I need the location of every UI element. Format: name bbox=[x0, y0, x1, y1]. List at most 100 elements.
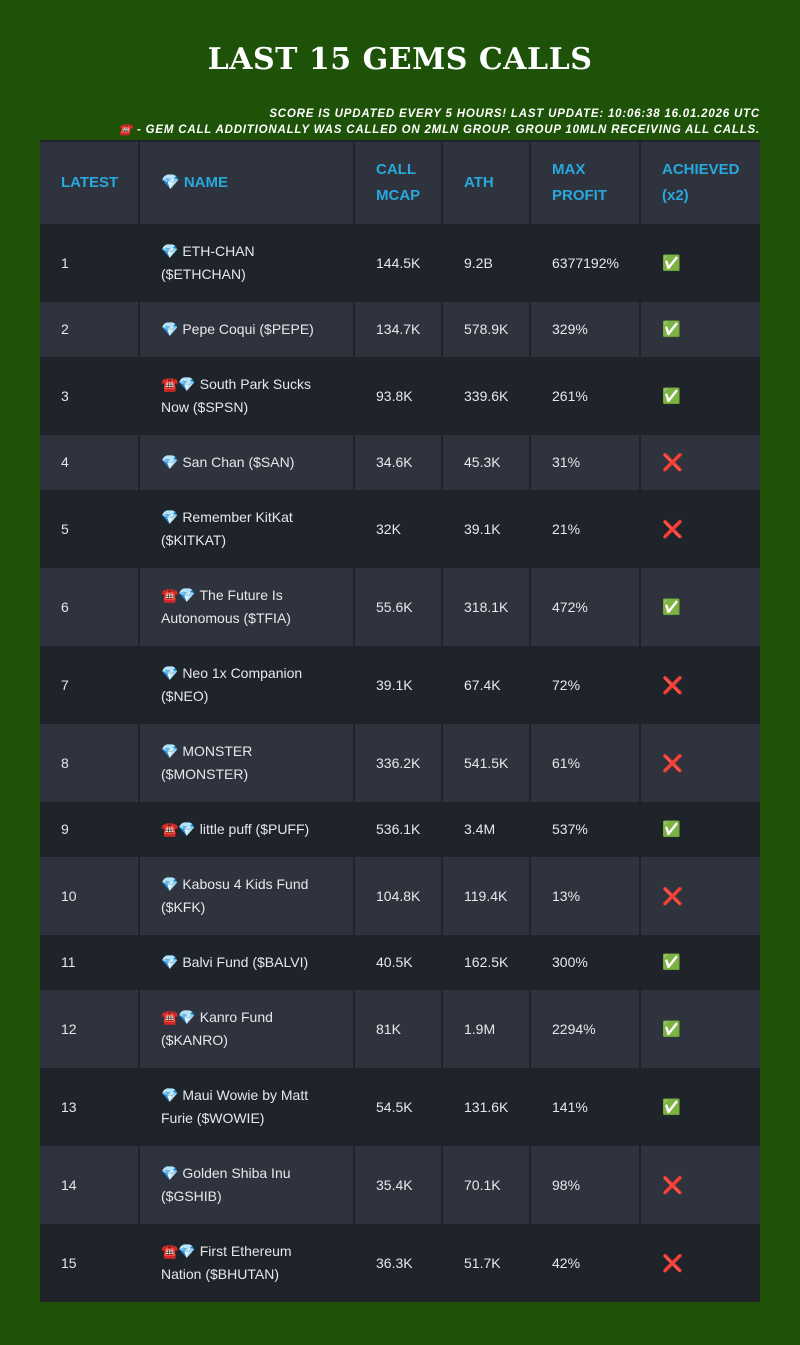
table-row: 4 💎 San Chan ($SAN) 34.6K 45.3K 31% ❌ bbox=[40, 435, 760, 490]
rank-cell: 15 bbox=[40, 1224, 140, 1302]
max-profit-cell: 2294% bbox=[531, 990, 641, 1068]
call-mcap-cell: 104.8K bbox=[355, 857, 443, 935]
table-row: 6 ☎️💎 The Future Is Autonomous ($TFIA) 55.… bbox=[40, 568, 760, 646]
table-row: 15 ☎️💎 First Ethereum Nation ($BHUTAN) 36.… bbox=[40, 1224, 760, 1302]
name-cell: 💎 Maui Wowie by Matt Furie ($WOWIE) bbox=[140, 1068, 355, 1146]
table-row: 7 💎 Neo 1x Companion ($NEO) 39.1K 67.4K 72% ❌ bbox=[40, 646, 760, 724]
gems-table-container: LATEST 💎 NAME CALL MCAP ATH MAX PROFIT A… bbox=[40, 140, 760, 1302]
name-cell: 💎 ETH-CHAN ($ETHCHAN) bbox=[140, 224, 355, 302]
page-title: LAST 15 GEMS CALLS bbox=[207, 42, 593, 77]
header-call-mcap: CALL MCAP bbox=[355, 140, 443, 224]
ath-cell: 1.9M bbox=[443, 990, 531, 1068]
call-mcap-cell: 93.8K bbox=[355, 357, 443, 435]
name-cell: ☎️💎 South Park Sucks Now ($SPSN) bbox=[140, 357, 355, 435]
max-profit-cell: 261% bbox=[531, 357, 641, 435]
max-profit-cell: 472% bbox=[531, 568, 641, 646]
header-ath: ATH bbox=[443, 140, 531, 224]
ath-cell: 39.1K bbox=[443, 490, 531, 568]
ath-cell: 162.5K bbox=[443, 935, 531, 990]
achieved-cell: ❌ bbox=[641, 646, 760, 724]
name-cell: ☎️💎 First Ethereum Nation ($BHUTAN) bbox=[140, 1224, 355, 1302]
table-row: 13 💎 Maui Wowie by Matt Furie ($WOWIE) 54.… bbox=[40, 1068, 760, 1146]
rank-cell: 9 bbox=[40, 802, 140, 857]
rank-cell: 4 bbox=[40, 435, 140, 490]
ath-cell: 67.4K bbox=[443, 646, 531, 724]
achieved-cell: ✅ bbox=[641, 568, 760, 646]
ath-cell: 318.1K bbox=[443, 568, 531, 646]
table-row: 1 💎 ETH-CHAN ($ETHCHAN) 144.5K 9.2B 6377192%… bbox=[40, 224, 760, 302]
call-mcap-cell: 144.5K bbox=[355, 224, 443, 302]
max-profit-cell: 13% bbox=[531, 857, 641, 935]
ath-cell: 70.1K bbox=[443, 1146, 531, 1224]
achieved-cell: ❌ bbox=[641, 857, 760, 935]
ath-cell: 9.2B bbox=[443, 224, 531, 302]
header-max-profit: MAX PROFIT bbox=[531, 140, 641, 224]
achieved-cell: ✅ bbox=[641, 990, 760, 1068]
call-mcap-cell: 54.5K bbox=[355, 1068, 443, 1146]
ath-cell: 3.4M bbox=[443, 802, 531, 857]
name-cell: ☎️💎 The Future Is Autonomous ($TFIA) bbox=[140, 568, 355, 646]
header-row: LATEST 💎 NAME CALL MCAP ATH MAX PROFIT A… bbox=[40, 140, 760, 224]
achieved-cell: ❌ bbox=[641, 1146, 760, 1224]
rank-cell: 3 bbox=[40, 357, 140, 435]
table-row: 5 💎 Remember KitKat ($KITKAT) 32K 39.1K 21% ❌ bbox=[40, 490, 760, 568]
achieved-cell: ✅ bbox=[641, 935, 760, 990]
call-mcap-cell: 32K bbox=[355, 490, 443, 568]
ath-cell: 578.9K bbox=[443, 302, 531, 357]
header-achieved: ACHIEVED (x2) bbox=[641, 140, 760, 224]
max-profit-cell: 98% bbox=[531, 1146, 641, 1224]
ath-cell: 45.3K bbox=[443, 435, 531, 490]
table-row: 10 💎 Kabosu 4 Kids Fund ($KFK) 104.8K 119.4… bbox=[40, 857, 760, 935]
rank-cell: 5 bbox=[40, 490, 140, 568]
name-cell: 💎 Pepe Coqui ($PEPE) bbox=[140, 302, 355, 357]
call-mcap-cell: 336.2K bbox=[355, 724, 443, 802]
max-profit-cell: 61% bbox=[531, 724, 641, 802]
call-mcap-cell: 55.6K bbox=[355, 568, 443, 646]
max-profit-cell: 141% bbox=[531, 1068, 641, 1146]
name-cell: 💎 Golden Shiba Inu ($GSHIB) bbox=[140, 1146, 355, 1224]
ath-cell: 119.4K bbox=[443, 857, 531, 935]
rank-cell: 11 bbox=[40, 935, 140, 990]
rank-cell: 14 bbox=[40, 1146, 140, 1224]
table-row: 11 💎 Balvi Fund ($BALVI) 40.5K 162.5K 300% ✅ bbox=[40, 935, 760, 990]
call-mcap-cell: 36.3K bbox=[355, 1224, 443, 1302]
name-cell: ☎️💎 little puff ($PUFF) bbox=[140, 802, 355, 857]
achieved-cell: ❌ bbox=[641, 1224, 760, 1302]
achieved-cell: ❌ bbox=[641, 490, 760, 568]
name-cell: ☎️💎 Kanro Fund ($KANRO) bbox=[140, 990, 355, 1068]
rank-cell: 2 bbox=[40, 302, 140, 357]
rank-cell: 10 bbox=[40, 857, 140, 935]
achieved-cell: ✅ bbox=[641, 1068, 760, 1146]
name-cell: 💎 Neo 1x Companion ($NEO) bbox=[140, 646, 355, 724]
rank-cell: 7 bbox=[40, 646, 140, 724]
rank-cell: 12 bbox=[40, 990, 140, 1068]
table-row: 3 ☎️💎 South Park Sucks Now ($SPSN) 93.8K 33… bbox=[40, 357, 760, 435]
max-profit-cell: 300% bbox=[531, 935, 641, 990]
ath-cell: 339.6K bbox=[443, 357, 531, 435]
call-mcap-cell: 134.7K bbox=[355, 302, 443, 357]
table-row: 12 ☎️💎 Kanro Fund ($KANRO) 81K 1.9M 2294% ✅ bbox=[40, 990, 760, 1068]
max-profit-cell: 537% bbox=[531, 802, 641, 857]
header-latest: LATEST bbox=[40, 140, 140, 224]
name-cell: 💎 Kabosu 4 Kids Fund ($KFK) bbox=[140, 857, 355, 935]
max-profit-cell: 72% bbox=[531, 646, 641, 724]
achieved-cell: ✅ bbox=[641, 224, 760, 302]
achieved-cell: ✅ bbox=[641, 357, 760, 435]
call-mcap-cell: 34.6K bbox=[355, 435, 443, 490]
table-row: 9 ☎️💎 little puff ($PUFF) 536.1K 3.4M 537% ✅ bbox=[40, 802, 760, 857]
table-row: 14 💎 Golden Shiba Inu ($GSHIB) 35.4K 70.1K 9… bbox=[40, 1146, 760, 1224]
call-mcap-cell: 40.5K bbox=[355, 935, 443, 990]
achieved-cell: ❌ bbox=[641, 435, 760, 490]
achieved-cell: ✅ bbox=[641, 302, 760, 357]
legend-note: ☎️ - GEM CALL ADDITIONALLY WAS CALLED ON… bbox=[117, 124, 760, 136]
ath-cell: 131.6K bbox=[443, 1068, 531, 1146]
max-profit-cell: 6377192% bbox=[531, 224, 641, 302]
call-mcap-cell: 81K bbox=[355, 990, 443, 1068]
max-profit-cell: 329% bbox=[531, 302, 641, 357]
table-row: 2 💎 Pepe Coqui ($PEPE) 134.7K 578.9K 329% ✅ bbox=[40, 302, 760, 357]
name-cell: 💎 Balvi Fund ($BALVI) bbox=[140, 935, 355, 990]
achieved-cell: ❌ bbox=[641, 724, 760, 802]
rank-cell: 8 bbox=[40, 724, 140, 802]
achieved-cell: ✅ bbox=[641, 802, 760, 857]
rank-cell: 6 bbox=[40, 568, 140, 646]
